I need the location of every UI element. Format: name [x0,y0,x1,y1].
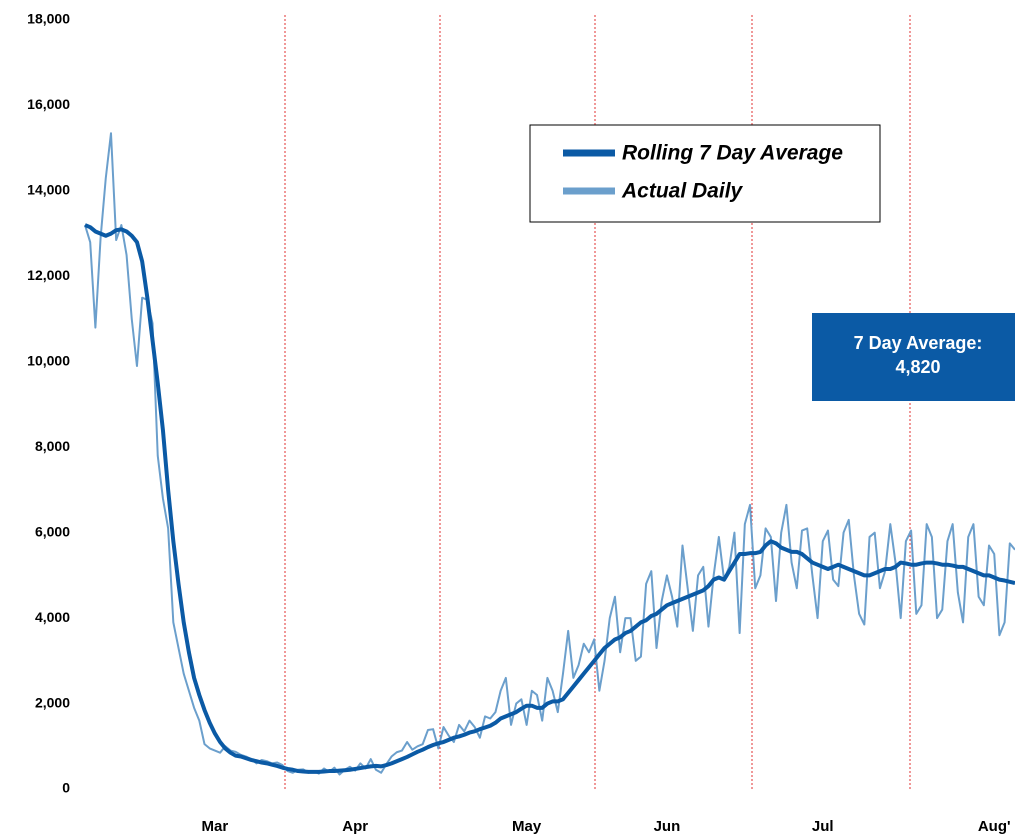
annotation-box [812,313,1015,401]
x-tick-label: Jul [812,818,834,835]
x-tick-label: Aug' [978,818,1011,835]
y-tick-label: 2,000 [35,694,70,710]
line-series [84,132,1015,776]
legend-label: Rolling 7 Day Average [622,142,843,165]
y-tick-label: 12,000 [27,267,70,283]
x-tick-label: Apr [342,818,368,835]
annotation-label: 7 Day Average: [854,333,983,353]
y-tick-label: 0 [62,780,70,796]
legend-box [529,124,881,223]
y-tick-label: 8,000 [35,438,70,454]
line-series [84,223,1015,774]
y-tick-label: 14,000 [27,182,70,198]
y-tick-label: 10,000 [27,352,70,368]
legend-label: Actual Daily [621,180,744,203]
y-tick-label: 4,000 [35,609,70,625]
y-tick-label: 6,000 [35,523,70,539]
y-tick-label: 16,000 [27,96,70,112]
x-tick-label: May [512,818,542,835]
x-tick-label: Jun [654,818,681,835]
y-tick-label: 18,000 [27,11,70,27]
plot-area [84,132,1015,776]
annotation-value: 4,820 [895,357,940,377]
x-tick-label: Mar [202,818,229,835]
